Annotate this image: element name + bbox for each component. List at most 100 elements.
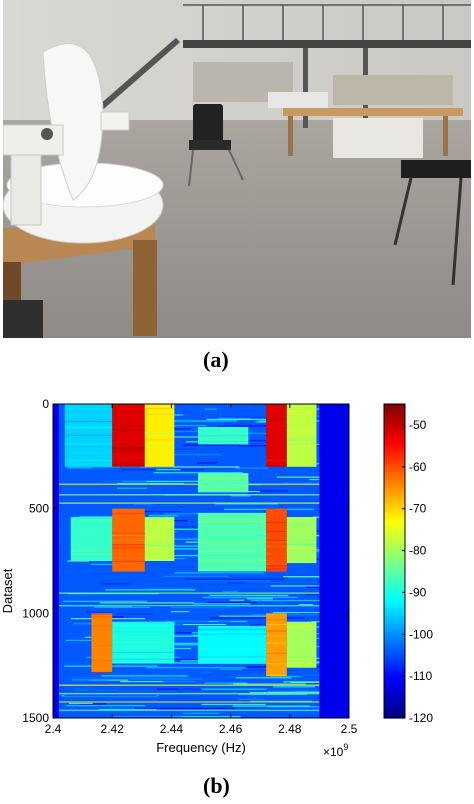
heatmap-cell xyxy=(116,613,153,615)
colorbar-step xyxy=(384,526,405,531)
heatmap-noise-row xyxy=(58,494,320,496)
colorbar-step xyxy=(384,409,405,413)
heatmap-cell xyxy=(286,625,317,627)
heatmap-cell xyxy=(112,652,175,654)
heatmap-noise-row xyxy=(58,692,320,695)
heatmap-cell xyxy=(158,566,216,568)
colorbar-step xyxy=(384,432,405,436)
heatmap-cell xyxy=(286,522,317,524)
heatmap-cell xyxy=(112,544,145,546)
colorbar-step xyxy=(384,550,405,554)
heatmap-cell xyxy=(217,425,308,427)
spectrum-heatmap-chart: 2.4 2.42 2.44 2.46 2.48 2.5 0 500 1000 1500 Freq… xyxy=(0,397,433,759)
colorbar-step xyxy=(384,649,405,654)
colorbar-step xyxy=(384,581,405,586)
heatmap-cell xyxy=(266,652,287,654)
heatmap-cell xyxy=(233,683,306,685)
colorbar-step xyxy=(384,618,405,622)
heatmap-cell xyxy=(112,642,175,644)
heatmap-cell xyxy=(266,643,287,645)
heatmap-cell xyxy=(65,705,145,707)
heatmap-cell xyxy=(112,660,175,662)
heatmap-region xyxy=(144,517,175,561)
heatmap-cell xyxy=(198,656,267,658)
heatmap-cell xyxy=(64,443,113,445)
heatmap-cell xyxy=(112,555,145,557)
colorbar-step xyxy=(384,516,405,520)
colorbar-step xyxy=(384,673,405,677)
heatmap-cell xyxy=(266,521,287,523)
heatmap-cell xyxy=(156,688,202,690)
heatmap-cell xyxy=(198,671,212,673)
heatmap-cell xyxy=(112,450,145,452)
heatmap-noise-row xyxy=(58,709,320,712)
heatmap-cell xyxy=(112,653,175,655)
heatmap-cell xyxy=(286,602,320,604)
colorbar-step xyxy=(384,681,405,685)
colorbar-step xyxy=(384,568,405,573)
heatmap-cell xyxy=(112,635,175,637)
heatmap-cell xyxy=(64,694,157,697)
heatmap-cell xyxy=(286,430,317,432)
colorbar-step xyxy=(384,529,405,533)
heatmap-cell xyxy=(70,542,113,544)
heatmap-cells xyxy=(53,404,349,719)
colorbar-step xyxy=(384,621,405,625)
colorbar-tick-label: -110 xyxy=(409,669,432,683)
heatmap-cell xyxy=(117,482,184,484)
heatmap-cell xyxy=(174,420,237,422)
colorbar-step xyxy=(384,587,405,591)
colorbar-step xyxy=(384,472,405,476)
colorbar-step xyxy=(384,561,405,565)
colorbar-step xyxy=(384,542,405,546)
heatmap-cell xyxy=(266,623,287,625)
heatmap-cell xyxy=(267,706,320,708)
heatmap-cell xyxy=(286,518,317,520)
heatmap-cell xyxy=(112,441,145,443)
colorbar-step xyxy=(384,411,405,416)
heatmap-cell xyxy=(283,681,320,683)
heatmap-cell xyxy=(286,665,317,667)
heatmap-cell xyxy=(100,583,132,585)
heatmap-cell xyxy=(309,478,320,481)
heatmap-cell xyxy=(198,475,249,477)
colorbar-step xyxy=(384,663,405,667)
heatmap-noise-row xyxy=(58,502,320,504)
lab-photo xyxy=(3,0,471,338)
heatmap-cell xyxy=(198,638,267,640)
colorbar-step xyxy=(384,610,405,614)
heatmap-cell xyxy=(144,523,175,525)
heatmap-cell xyxy=(204,682,231,684)
heatmap-cell xyxy=(198,521,267,523)
heatmap-cell xyxy=(229,599,245,601)
colorbar-step xyxy=(384,498,405,502)
heatmap-cell xyxy=(144,557,175,559)
heatmap-cell xyxy=(112,547,145,549)
heatmap-cell xyxy=(286,658,317,660)
heatmap-cell xyxy=(202,596,298,598)
heatmap-cell xyxy=(112,539,145,541)
heatmap-cell xyxy=(112,535,145,537)
colorbar-step xyxy=(384,626,405,630)
heatmap-cell xyxy=(112,424,145,426)
colorbar-step xyxy=(384,702,405,706)
heatmap-cell xyxy=(144,406,175,408)
heatmap-cell xyxy=(64,446,113,448)
colorbar-step xyxy=(384,647,405,651)
heatmap-region xyxy=(144,404,175,467)
heatmap-cell xyxy=(64,420,113,422)
colorbar-step xyxy=(384,524,405,528)
heatmap-cell xyxy=(198,553,267,555)
heatmap-cell xyxy=(65,639,105,641)
heatmap-cell xyxy=(285,699,320,701)
colorbar-step xyxy=(384,592,405,596)
heatmap-cell xyxy=(70,553,113,555)
heatmap-cell xyxy=(201,703,266,706)
heatmap-cell xyxy=(198,480,249,482)
heatmap-cell xyxy=(198,628,267,630)
y-axis-ticks: 0 500 1000 1500 xyxy=(22,397,349,725)
colorbar-step xyxy=(384,534,405,539)
y-tick-label: 500 xyxy=(29,502,49,516)
heatmap-cell xyxy=(286,411,317,413)
heatmap-cell xyxy=(249,691,320,694)
